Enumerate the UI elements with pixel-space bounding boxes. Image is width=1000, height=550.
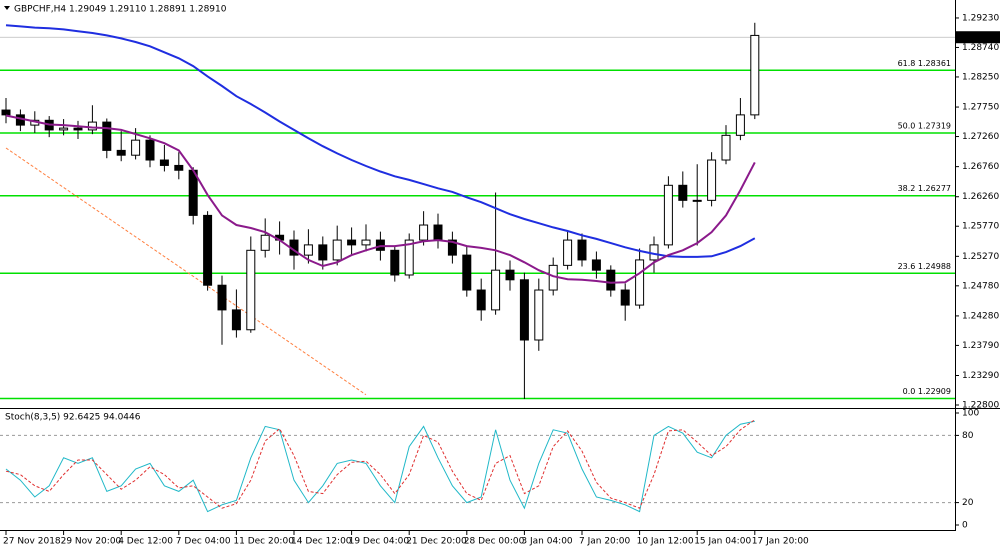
candle-body bbox=[476, 289, 486, 311]
candle-body bbox=[505, 269, 515, 281]
candle-body bbox=[591, 259, 601, 271]
y-tick-label: 1.28740 bbox=[962, 43, 999, 53]
candle-body bbox=[231, 309, 241, 331]
panel-title: GBPCHF,H4 1.29049 1.29110 1.28891 1.2891… bbox=[14, 5, 227, 15]
candle-body bbox=[303, 244, 313, 256]
y-tick-label: 1.24280 bbox=[962, 311, 999, 321]
candle-body bbox=[347, 239, 357, 246]
y-tick-label: 1.25770 bbox=[962, 222, 999, 232]
candle-body bbox=[203, 214, 213, 286]
y-tick-label: 1.28250 bbox=[962, 72, 999, 82]
candle-body bbox=[519, 279, 529, 341]
candle-body bbox=[159, 159, 169, 166]
x-tick-label: 3 Jan 04:00 bbox=[521, 537, 573, 547]
x-tick-label: 7 Dec 04:00 bbox=[176, 537, 231, 547]
x-tick-label: 17 Jan 20:00 bbox=[752, 537, 809, 547]
x-tick-label: 14 Dec 12:00 bbox=[291, 537, 352, 547]
candle-body bbox=[318, 244, 328, 261]
y-tick-label: 20 bbox=[962, 498, 974, 508]
last-price-box bbox=[956, 31, 1000, 44]
candle-body bbox=[721, 134, 731, 161]
y-tick-label: 100 bbox=[962, 409, 979, 419]
y-tick-label: 1.27750 bbox=[962, 103, 999, 113]
y-tick-label: 1.29230 bbox=[962, 13, 999, 23]
candle-body bbox=[635, 259, 645, 306]
series-line bbox=[5, 114, 756, 284]
y-tick-label: 1.26760 bbox=[962, 162, 999, 172]
x-tick-label: 21 Dec 20:00 bbox=[406, 537, 467, 547]
y-tick-label: 1.23290 bbox=[962, 371, 999, 381]
y-tick-label: 1.27260 bbox=[962, 132, 999, 142]
x-tick-label: 28 Dec 00:00 bbox=[464, 537, 525, 547]
x-tick-label: 10 Jan 12:00 bbox=[637, 537, 694, 547]
candle-body bbox=[462, 254, 472, 291]
fib-label: 50.0 1.27319 bbox=[898, 121, 951, 130]
candle-body bbox=[491, 269, 501, 311]
candle-body bbox=[447, 239, 457, 256]
x-tick-label: 11 Dec 20:00 bbox=[233, 537, 294, 547]
candle-body bbox=[361, 239, 371, 246]
fib-label: 38.2 1.26277 bbox=[898, 184, 951, 193]
y-tick-label: 0 bbox=[962, 521, 968, 531]
candle-body bbox=[246, 249, 256, 331]
candle-body bbox=[750, 34, 760, 116]
candle-body bbox=[73, 127, 83, 131]
candle-body bbox=[404, 239, 414, 276]
candle-body bbox=[102, 121, 112, 151]
x-tick-label: 7 Jan 20:00 bbox=[579, 537, 631, 547]
y-tick-label: 1.24780 bbox=[962, 281, 999, 291]
candle-body bbox=[577, 239, 587, 261]
y-tick-label: 1.22800 bbox=[962, 401, 999, 411]
fib-label: 61.8 1.28361 bbox=[898, 59, 951, 68]
y-tick-label: 80 bbox=[962, 431, 974, 441]
candle-body bbox=[419, 224, 429, 241]
fib-label: 0.0 1.22909 bbox=[903, 387, 951, 396]
fib-label: 23.6 1.24988 bbox=[898, 262, 951, 271]
x-tick-label: 27 Nov 2018 bbox=[3, 537, 61, 547]
series-line bbox=[5, 419, 756, 509]
candle-body bbox=[707, 159, 717, 201]
series-line bbox=[5, 420, 755, 513]
candle-body bbox=[145, 139, 155, 161]
candle-body bbox=[563, 239, 573, 266]
x-tick-label: 19 Dec 04:00 bbox=[349, 537, 410, 547]
x-tick-label: 15 Jan 04:00 bbox=[694, 537, 751, 547]
candle-body bbox=[1, 109, 11, 116]
candle-body bbox=[390, 249, 400, 276]
candle-body bbox=[620, 289, 630, 306]
candle-body bbox=[663, 184, 673, 246]
candle-body bbox=[116, 149, 126, 156]
x-tick-label: 4 Dec 12:00 bbox=[118, 537, 173, 547]
candle-body bbox=[332, 239, 342, 261]
candle-body bbox=[433, 224, 443, 241]
trendline bbox=[5, 147, 367, 396]
candle-body bbox=[606, 269, 616, 291]
panel-title: Stoch(8,3,5) 92.6425 94.0446 bbox=[5, 413, 141, 423]
candle-body bbox=[534, 289, 544, 341]
y-tick-label: 1.23790 bbox=[962, 341, 999, 351]
candle-body bbox=[217, 284, 227, 311]
candle-body bbox=[59, 127, 69, 131]
y-tick-label: 1.25270 bbox=[962, 252, 999, 262]
candle-body bbox=[174, 164, 184, 171]
series-line bbox=[5, 24, 756, 258]
candle-body bbox=[260, 234, 270, 251]
candle-body bbox=[678, 184, 688, 201]
candle-body bbox=[735, 114, 745, 136]
last-price-label: 1.28910 bbox=[961, 33, 998, 43]
candle-body bbox=[87, 121, 97, 131]
menu-triangle bbox=[4, 6, 10, 10]
x-tick-label: 29 Nov 20:00 bbox=[61, 537, 122, 547]
y-tick-label: 1.26260 bbox=[962, 192, 999, 202]
candle-body bbox=[692, 199, 702, 202]
candle-body bbox=[131, 139, 141, 156]
